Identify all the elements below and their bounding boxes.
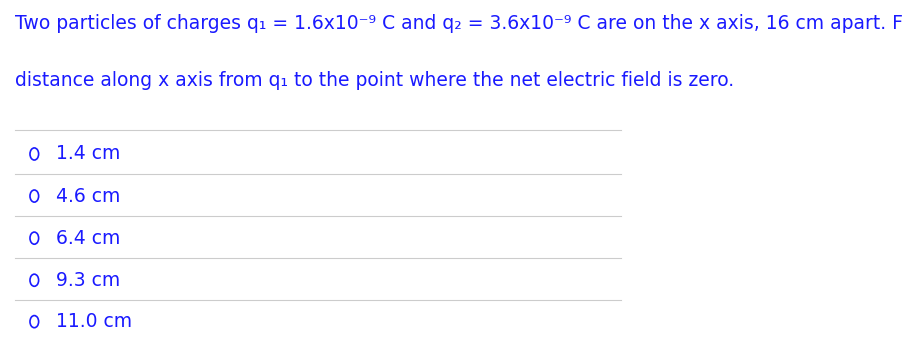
Text: 9.3 cm: 9.3 cm bbox=[56, 271, 120, 290]
Text: 6.4 cm: 6.4 cm bbox=[56, 229, 120, 248]
Text: 4.6 cm: 4.6 cm bbox=[56, 187, 120, 206]
Text: Two particles of charges q₁ = 1.6x10⁻⁹ C and q₂ = 3.6x10⁻⁹ C are on the x axis, : Two particles of charges q₁ = 1.6x10⁻⁹ C… bbox=[15, 14, 902, 33]
Text: 11.0 cm: 11.0 cm bbox=[56, 312, 132, 331]
Text: distance along x axis from q₁ to the point where the net electric field is zero.: distance along x axis from q₁ to the poi… bbox=[15, 71, 734, 90]
Text: 1.4 cm: 1.4 cm bbox=[56, 145, 120, 164]
